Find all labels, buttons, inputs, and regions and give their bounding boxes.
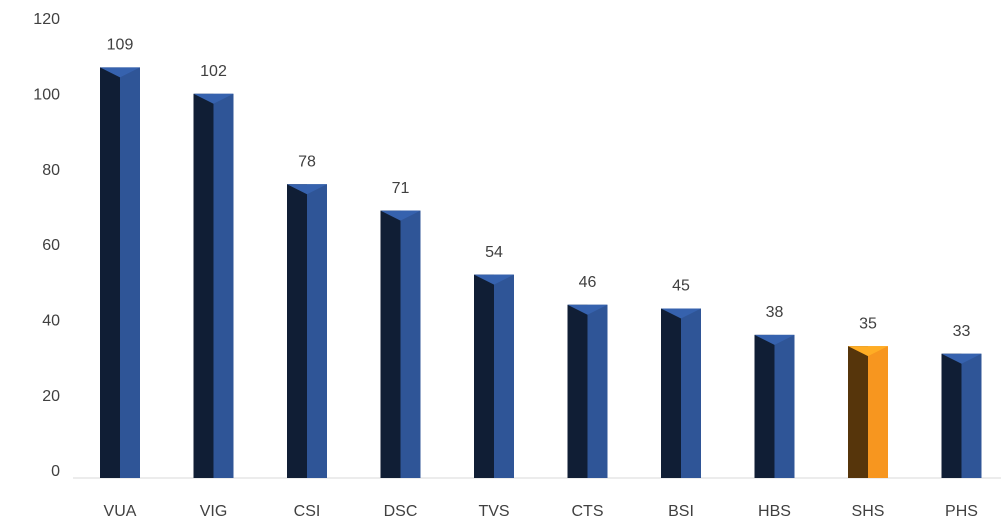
x-tick-label: TVS [478, 503, 509, 520]
bar [100, 67, 140, 478]
x-tick-label: HBS [758, 503, 791, 520]
bar [848, 346, 888, 478]
y-tick-label: 100 [33, 87, 60, 104]
value-label: 46 [579, 274, 597, 291]
y-tick-label: 20 [42, 388, 60, 405]
y-tick-label: 0 [51, 463, 60, 480]
y-tick-label: 80 [42, 162, 60, 179]
x-tick-label: PHS [945, 503, 978, 520]
bar [287, 184, 327, 478]
value-label: 102 [200, 63, 227, 80]
bar [193, 93, 234, 479]
value-label: 78 [298, 153, 316, 170]
bar [474, 274, 514, 478]
value-label: 33 [953, 323, 971, 340]
value-label: 45 [672, 278, 690, 295]
bar [941, 353, 982, 478]
x-tick-label: VUA [104, 503, 137, 520]
bar [754, 334, 795, 478]
x-tick-label: DSC [384, 503, 418, 520]
value-label: 35 [859, 315, 877, 332]
x-tick-label: BSI [668, 503, 694, 520]
value-label: 71 [392, 180, 410, 197]
y-tick-label: 40 [42, 313, 60, 330]
value-label: 109 [107, 37, 134, 54]
y-tick-label: 120 [33, 11, 60, 28]
bar [661, 308, 701, 478]
value-label: 54 [485, 244, 503, 261]
x-tick-label: SHS [852, 503, 885, 520]
bar [380, 210, 421, 479]
x-tick-label: CTS [572, 503, 604, 520]
x-tick-label: CSI [294, 503, 321, 520]
value-label: 38 [766, 304, 784, 321]
bar [567, 304, 608, 478]
y-tick-label: 60 [42, 237, 60, 254]
x-tick-label: VIG [200, 503, 228, 520]
